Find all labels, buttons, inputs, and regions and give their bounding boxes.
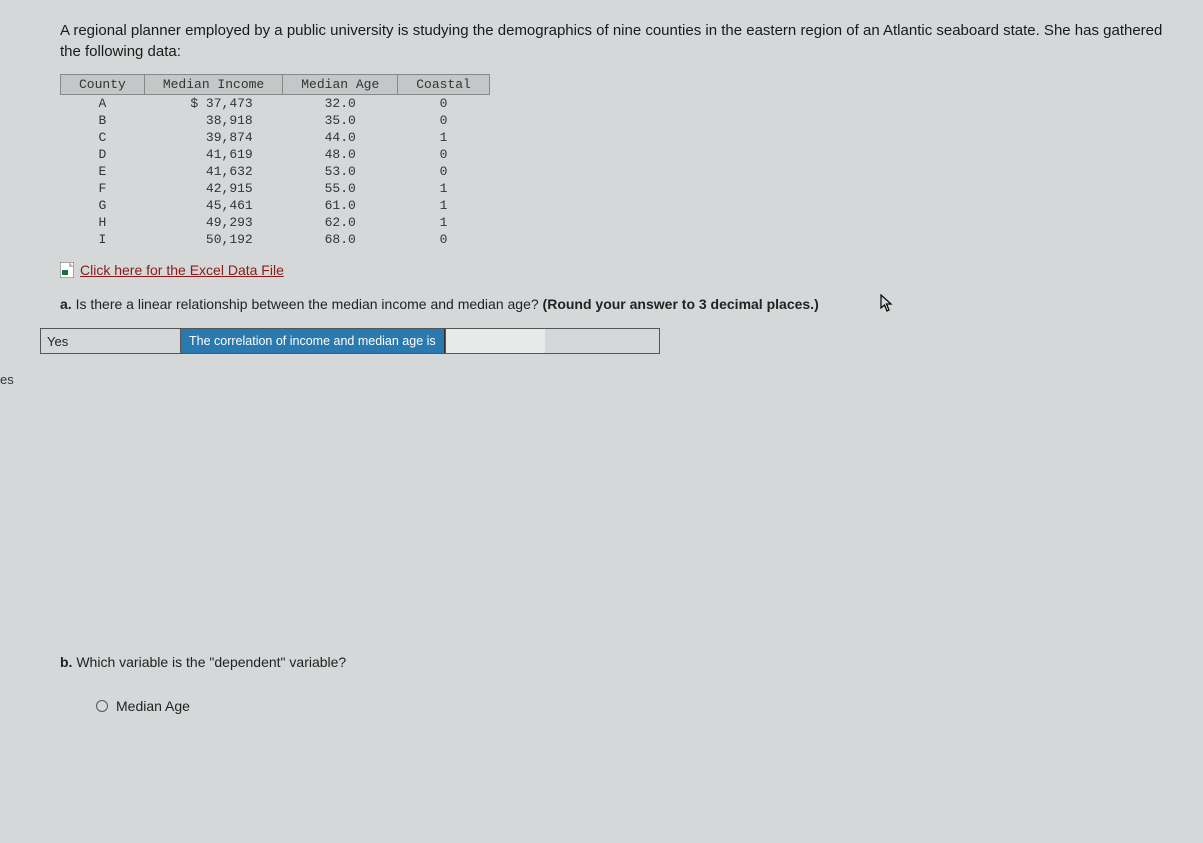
cell-coastal: 1 xyxy=(398,180,490,197)
table-row: H49,29362.01 xyxy=(61,214,490,231)
cell-income: 41,632 xyxy=(144,163,282,180)
cell-county: D xyxy=(61,146,145,163)
answer-a-row: Yes The correlation of income and median… xyxy=(40,328,660,354)
cell-county: I xyxy=(61,231,145,248)
question-a: a. Is there a linear relationship betwee… xyxy=(60,296,1173,312)
table-row: G45,46161.01 xyxy=(61,197,490,214)
intro-text: A regional planner employed by a public … xyxy=(60,20,1173,62)
answer-a-dropdown[interactable]: Yes xyxy=(41,329,181,353)
cell-coastal: 0 xyxy=(398,146,490,163)
cursor-icon xyxy=(880,294,894,317)
cell-coastal: 1 xyxy=(398,197,490,214)
cell-age: 32.0 xyxy=(283,95,398,113)
question-b-text: Which variable is the "dependent" variab… xyxy=(76,654,346,670)
cell-income: 41,619 xyxy=(144,146,282,163)
col-coastal: Coastal xyxy=(398,75,490,95)
excel-file-icon xyxy=(60,262,74,278)
table-row: E41,63253.00 xyxy=(61,163,490,180)
table-row: I50,19268.00 xyxy=(61,231,490,248)
question-b-prefix: b. xyxy=(60,654,76,670)
cell-coastal: 1 xyxy=(398,129,490,146)
side-truncated-label: es xyxy=(0,372,14,387)
cell-county: G xyxy=(61,197,145,214)
col-median-age: Median Age xyxy=(283,75,398,95)
cell-income: 39,874 xyxy=(144,129,282,146)
cell-coastal: 0 xyxy=(398,95,490,113)
radio-icon xyxy=(96,700,108,712)
cell-income: 49,293 xyxy=(144,214,282,231)
table-row: F42,91555.01 xyxy=(61,180,490,197)
question-a-note: (Round your answer to 3 decimal places.) xyxy=(543,296,819,312)
cell-county: A xyxy=(61,95,145,113)
cell-age: 68.0 xyxy=(283,231,398,248)
table-row: C39,87444.01 xyxy=(61,129,490,146)
cell-coastal: 0 xyxy=(398,163,490,180)
cell-county: H xyxy=(61,214,145,231)
option-median-age-label: Median Age xyxy=(116,698,190,714)
county-data-table: County Median Income Median Age Coastal … xyxy=(60,74,490,248)
cell-income: 45,461 xyxy=(144,197,282,214)
cell-income: $ 37,473 xyxy=(144,95,282,113)
excel-data-link[interactable]: Click here for the Excel Data File xyxy=(80,262,284,278)
cell-county: E xyxy=(61,163,145,180)
cell-income: 50,192 xyxy=(144,231,282,248)
cell-age: 55.0 xyxy=(283,180,398,197)
cell-age: 62.0 xyxy=(283,214,398,231)
table-row: B38,91835.00 xyxy=(61,112,490,129)
cell-age: 44.0 xyxy=(283,129,398,146)
cell-coastal: 1 xyxy=(398,214,490,231)
question-b: b. Which variable is the "dependent" var… xyxy=(60,654,1173,670)
question-a-prefix: a. xyxy=(60,296,76,312)
cell-age: 35.0 xyxy=(283,112,398,129)
question-a-text: Is there a linear relationship between t… xyxy=(76,296,543,312)
correlation-input[interactable] xyxy=(445,329,545,353)
table-row: D41,61948.00 xyxy=(61,146,490,163)
cell-age: 48.0 xyxy=(283,146,398,163)
cell-coastal: 0 xyxy=(398,231,490,248)
table-row: A$ 37,47332.00 xyxy=(61,95,490,113)
cell-county: C xyxy=(61,129,145,146)
correlation-label: The correlation of income and median age… xyxy=(181,329,445,353)
cell-county: F xyxy=(61,180,145,197)
cell-income: 42,915 xyxy=(144,180,282,197)
option-median-age[interactable]: Median Age xyxy=(60,698,1173,714)
col-county: County xyxy=(61,75,145,95)
cell-income: 38,918 xyxy=(144,112,282,129)
cell-age: 61.0 xyxy=(283,197,398,214)
cell-county: B xyxy=(61,112,145,129)
col-median-income: Median Income xyxy=(144,75,282,95)
cell-age: 53.0 xyxy=(283,163,398,180)
cell-coastal: 0 xyxy=(398,112,490,129)
